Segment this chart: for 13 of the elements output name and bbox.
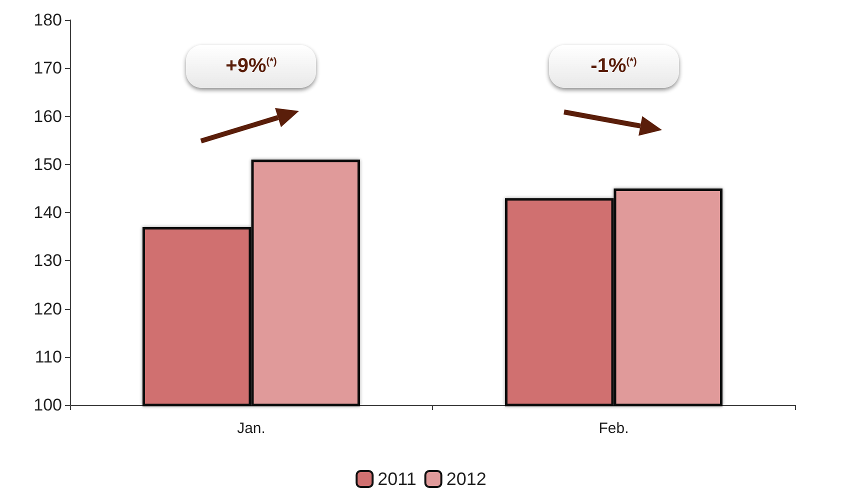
y-tick-label: 170 [34, 58, 62, 78]
y-tick-label: 150 [34, 154, 62, 174]
y-tick-label: 180 [34, 10, 62, 30]
x-tick-label: Jan. [237, 420, 266, 437]
legend-label: 2011 [378, 469, 416, 489]
y-tick-label: 130 [34, 251, 62, 270]
legend-label: 2012 [446, 469, 486, 489]
y-tick-label: 100 [34, 396, 62, 414]
y-tick-label: 120 [34, 299, 62, 318]
y-tick-label: 140 [34, 203, 62, 222]
y-tick-label: 160 [34, 106, 62, 126]
y-tick-label: 110 [34, 347, 62, 366]
x-tick-label: Feb. [598, 420, 629, 437]
